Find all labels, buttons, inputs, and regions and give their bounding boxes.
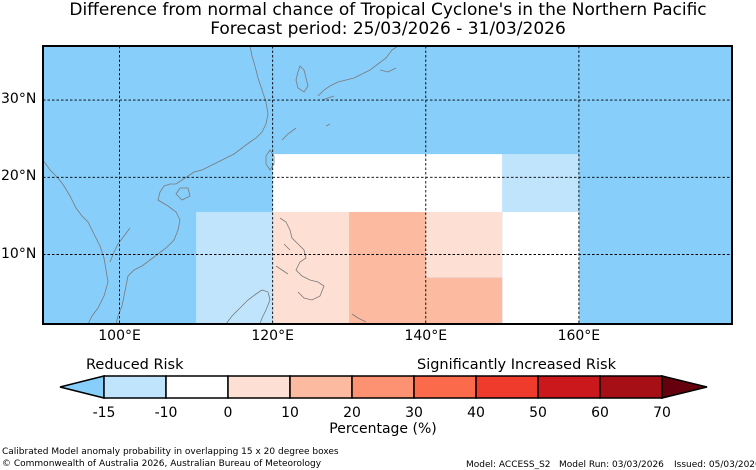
colorbar-tick-label: 60	[591, 405, 609, 421]
ryukyu-islands	[281, 123, 331, 141]
risk-box-6	[425, 277, 503, 324]
colorbar-segment-5	[351, 375, 415, 399]
colorbar-tick-label: -15	[92, 405, 116, 421]
colorbar-segment-1	[103, 375, 167, 399]
increased-risk-label: Significantly Increased Risk	[417, 357, 616, 373]
chart-title-line1: Difference from normal chance of Tropica…	[69, 0, 707, 20]
colorbar-tick-label: 40	[467, 405, 485, 421]
lat-label: 30°N	[1, 91, 37, 108]
footer-model-run: Model Run: 03/03/2026	[559, 460, 664, 470]
colorbar-segment-2	[165, 375, 229, 399]
risk-box-4	[349, 212, 426, 324]
risk-box-8	[502, 212, 579, 324]
colorbar	[59, 375, 708, 399]
footer-copyright: © Commonwealth of Australia 2026, Austra…	[2, 459, 322, 469]
risk-box-2	[272, 154, 503, 213]
lat-label: 10°N	[1, 245, 37, 262]
lon-label: 140°E	[404, 328, 448, 344]
colorbar-tick-label: 70	[653, 405, 671, 421]
colorbar-over-arrow	[661, 375, 708, 399]
thailand-coastline	[42, 159, 109, 325]
risk-box-5	[425, 212, 503, 278]
japan-coastline	[317, 45, 399, 101]
colorbar-segment-3	[227, 375, 291, 399]
risk-boxes	[196, 154, 579, 324]
footer-model: Model: ACCESS_S2	[466, 460, 551, 470]
colorbar-under-arrow	[59, 375, 105, 399]
taiwan-coastline	[265, 149, 275, 171]
colorbar-tick-label: 50	[529, 405, 547, 421]
coastlines	[42, 45, 399, 325]
chart-title-line2: Forecast period: 25/03/2026 - 31/03/2026	[210, 19, 566, 39]
korea-coastline	[295, 65, 309, 93]
colorbar-xlabel: Percentage (%)	[329, 421, 437, 437]
lon-label: 160°E	[557, 328, 601, 344]
indochina-coastline	[115, 183, 181, 325]
risk-box-7	[502, 154, 579, 213]
colorbar-tick-label: -10	[154, 405, 178, 421]
colorbar-segment-8	[537, 375, 601, 399]
lon-label: 100°E	[98, 328, 141, 344]
colorbar-tick-label: 0	[223, 405, 233, 421]
risk-box-3	[272, 212, 350, 324]
colorbar-tick-label: 30	[405, 405, 423, 421]
map-frame	[42, 45, 733, 325]
borneo-coastline	[225, 289, 271, 325]
philippines-coastline	[275, 217, 325, 301]
footer-issued: Issued: 05/03/2026	[674, 460, 756, 470]
hainan-coastline	[175, 187, 191, 201]
china-coastline	[170, 45, 269, 185]
risk-box-1	[196, 212, 273, 324]
lat-label: 20°N	[1, 168, 37, 185]
gridlines	[43, 46, 732, 324]
pacific-islands	[351, 313, 367, 323]
colorbar-segment-7	[475, 375, 539, 399]
lon-label: 120°E	[251, 328, 294, 344]
colorbar-segment-9	[599, 375, 663, 399]
colorbar-segment-4	[289, 375, 353, 399]
reduced-risk-label: Reduced Risk	[86, 357, 184, 373]
footer-note: Calibrated Model anomaly probability in …	[2, 447, 339, 457]
gulf-of-thailand	[109, 227, 131, 263]
colorbar-segment-6	[413, 375, 477, 399]
colorbar-tick-label: 20	[343, 405, 361, 421]
colorbar-tick-label: 10	[281, 405, 299, 421]
